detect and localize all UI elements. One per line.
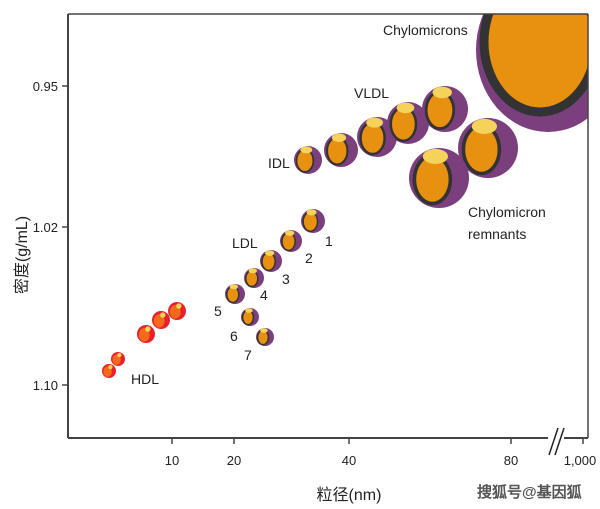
hdl-particle [168, 302, 186, 320]
label-ldl: LDL [232, 235, 258, 251]
vldl-particle [357, 117, 397, 157]
hdl-particle [102, 364, 116, 378]
hdl-particle [152, 311, 170, 329]
chylomicron-remnant-particle [409, 148, 469, 208]
ldl-subclass-labels: 1 2 3 4 5 6 7 [214, 233, 333, 363]
label-hdl: HDL [131, 371, 159, 387]
ldl-particle [280, 230, 302, 252]
ldl-number: 2 [305, 250, 313, 266]
ldl-number: 1 [325, 233, 333, 249]
label-idl: IDL [268, 155, 290, 171]
ldl-number: 7 [244, 347, 252, 363]
hdl-particle [111, 352, 125, 366]
y-ticks: 0.95 1.02 1.10 [33, 79, 68, 393]
ldl-particle [301, 209, 325, 233]
chylomicron-remnant-particle [458, 118, 518, 178]
ldl-number: 4 [260, 287, 268, 303]
label-vldl: VLDL [354, 85, 389, 101]
x-ticks: 10 20 40 80 1,000 [165, 438, 597, 468]
y-axis-title: 密度(g/mL) [13, 216, 31, 294]
y-tick-label: 1.10 [33, 378, 58, 393]
ldl-number: 5 [214, 303, 222, 319]
idl-particle [294, 146, 322, 174]
vldl-particle [422, 86, 468, 132]
x-tick-label: 1,000 [564, 453, 597, 468]
x-tick-label: 40 [342, 453, 356, 468]
ldl-particle [256, 328, 274, 346]
axis-break-icon [548, 427, 565, 456]
y-tick-label: 0.95 [33, 79, 58, 94]
label-remnants: Chylomicron [468, 204, 546, 220]
x-tick-label: 10 [165, 453, 179, 468]
ldl-number: 6 [230, 328, 238, 344]
ldl-particle [225, 284, 245, 304]
x-tick-label: 20 [227, 453, 241, 468]
idl-particle [324, 133, 358, 167]
ldl-particle [241, 308, 259, 326]
vldl-particle [387, 102, 429, 144]
y-tick-label: 1.02 [33, 220, 58, 235]
x-tick-label: 80 [504, 453, 518, 468]
label-chylomicrons: Chylomicrons [383, 22, 468, 38]
hdl-particle [137, 325, 155, 343]
watermark: 搜狐号@基因狐 [477, 483, 582, 501]
x-axis-title: 粒径(nm) [317, 486, 382, 504]
chylomicron-particle [476, 14, 588, 132]
ldl-number: 3 [282, 271, 290, 287]
ldl-particle [244, 268, 264, 288]
particles-layer [102, 14, 588, 378]
ldl-particle [260, 250, 282, 272]
label-remnants-2: remnants [468, 226, 526, 242]
